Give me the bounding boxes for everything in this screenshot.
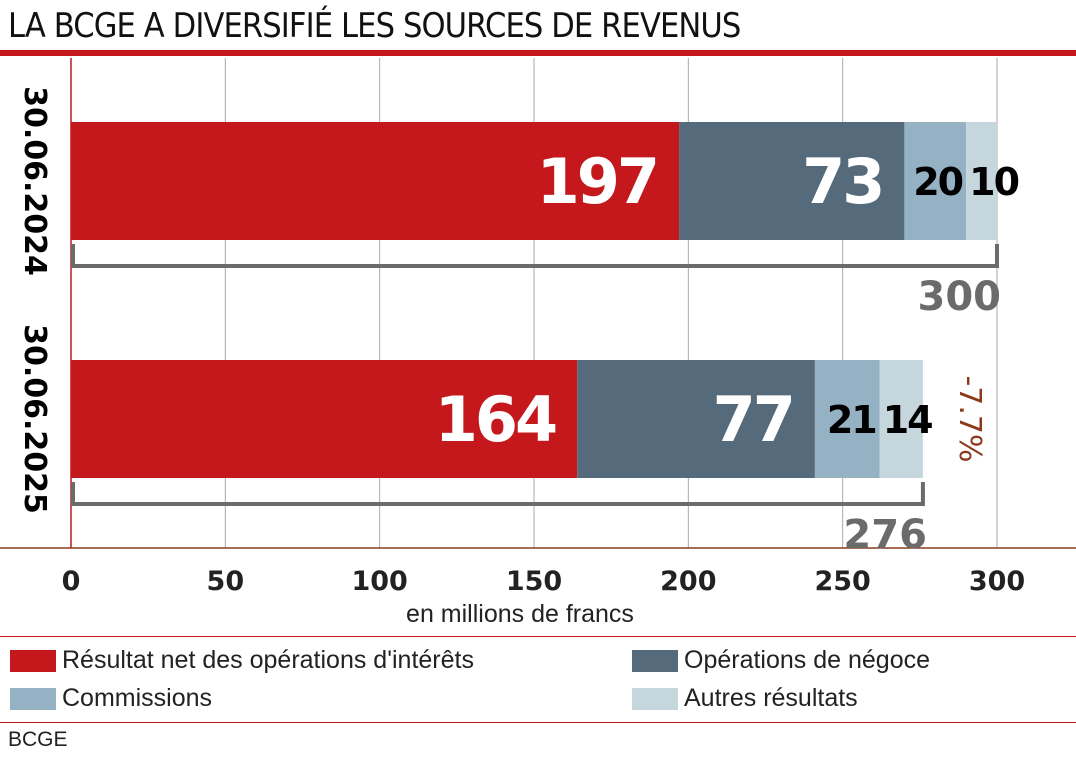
data-label: 10 <box>969 160 1018 204</box>
data-label: 14 <box>883 398 932 442</box>
legend-swatch <box>10 649 56 672</box>
bar-segment <box>577 360 815 478</box>
bar-segment <box>71 122 680 240</box>
change-label: -7.7% <box>952 375 987 462</box>
bar-segment <box>71 360 578 478</box>
total-bracket <box>71 482 925 506</box>
title-rule <box>0 50 1076 56</box>
bar-segment <box>904 122 967 240</box>
legend-swatch <box>10 687 56 710</box>
x-tick-label: 300 <box>969 566 1025 597</box>
total-label: 300 <box>918 274 1002 320</box>
x-tick-label: 0 <box>62 566 81 597</box>
x-tick-label: 200 <box>660 566 716 597</box>
x-tick-label: 250 <box>814 566 870 597</box>
bar-segment <box>814 360 880 478</box>
data-label: 21 <box>827 398 876 442</box>
total-label: 276 <box>843 512 927 558</box>
bar-segment <box>966 122 997 240</box>
chart-title: LA BCGE A DIVERSIFIÉ LES SOURCES DE REVE… <box>8 6 741 46</box>
x-tick-label: 150 <box>506 566 562 597</box>
legend-label: Résultat net des opérations d'intérêts <box>62 646 474 674</box>
data-label: 164 <box>435 383 556 456</box>
x-tick-label: 100 <box>351 566 407 597</box>
data-label: 73 <box>802 145 882 218</box>
data-label: 77 <box>713 383 793 456</box>
data-label: 20 <box>913 160 962 204</box>
legend-top-rule <box>0 636 1076 637</box>
x-axis-label: en millions de francs <box>406 600 634 628</box>
legend-item-commissions: Commissions <box>10 684 212 713</box>
data-label: 197 <box>537 145 657 218</box>
total-bracket <box>71 244 999 268</box>
bar-segment <box>679 122 905 240</box>
legend-item-autres: Autres résultats <box>632 684 858 713</box>
legend-bottom-rule <box>0 722 1076 723</box>
category-label: 30.06.2024 <box>17 86 52 276</box>
plot-area: 0 50 100 150 200 250 300 30.06.2024 197 73 20 10 300… <box>0 58 1076 597</box>
legend-swatch <box>632 687 678 710</box>
legend-label: Autres résultats <box>684 684 858 712</box>
legend-swatch <box>632 649 678 672</box>
legend-item-interets: Résultat net des opérations d'intérêts <box>10 646 474 675</box>
legend-label: Opérations de négoce <box>684 646 931 674</box>
legend-label: Commissions <box>62 684 213 712</box>
bar-segment <box>879 360 923 478</box>
x-tick-label: 50 <box>207 566 245 597</box>
category-label: 30.06.2025 <box>17 324 52 514</box>
source-label: BCGE <box>8 728 68 751</box>
legend-item-negoce: Opérations de négoce <box>632 646 930 675</box>
